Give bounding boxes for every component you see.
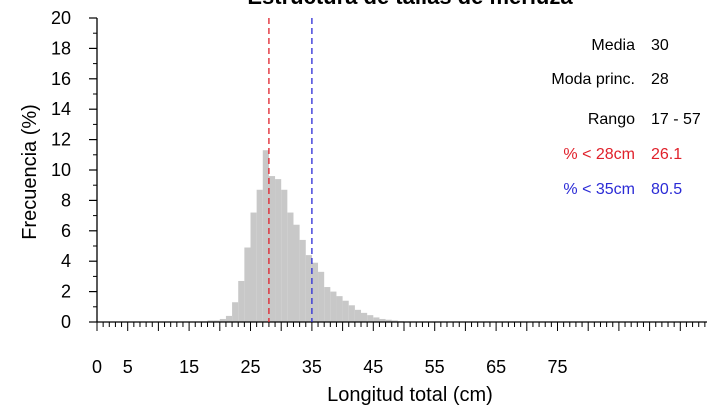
- stat-value: 30: [651, 37, 669, 54]
- stat-label: % < 28cm: [563, 146, 635, 163]
- histogram-bar: [225, 315, 233, 322]
- histogram-bar: [244, 247, 251, 322]
- histogram-bar: [391, 320, 398, 322]
- x-tick-label: 15: [179, 357, 199, 377]
- histogram-bar: [287, 212, 294, 322]
- histogram-bar: [219, 318, 226, 322]
- x-tick-label: 75: [547, 357, 567, 377]
- x-tick-label: 25: [240, 357, 260, 377]
- histogram-bar: [367, 315, 374, 322]
- histogram-bar: [354, 309, 362, 322]
- histogram-bar: [373, 317, 380, 322]
- histogram-bar: [238, 280, 245, 322]
- stat-value: 80.5: [651, 181, 682, 198]
- y-tick-label: 16: [51, 69, 71, 89]
- stat-value: 17 - 57: [651, 111, 701, 128]
- histogram-bar: [268, 176, 276, 322]
- y-tick-label: 4: [61, 251, 71, 271]
- y-tick-label: 14: [51, 99, 71, 119]
- x-tick-label: 0: [92, 357, 102, 377]
- x-tick-label: 45: [363, 357, 383, 377]
- y-tick-label: 12: [51, 130, 71, 150]
- y-tick-label: 2: [61, 282, 71, 302]
- stat-value: 26.1: [651, 146, 682, 163]
- stat-label: Rango: [588, 111, 635, 128]
- x-tick-label: 35: [302, 357, 322, 377]
- histogram-bar: [299, 239, 306, 322]
- y-tick-label: 10: [51, 160, 71, 180]
- histogram-bar: [385, 319, 392, 322]
- histogram-bar: [256, 189, 263, 322]
- histogram-bar: [262, 150, 269, 322]
- y-tick-label: 8: [61, 190, 71, 210]
- histogram-bar: [305, 255, 312, 322]
- y-tick-label: 20: [51, 8, 71, 28]
- histogram-bar: [250, 212, 257, 322]
- y-tick-label: 6: [61, 221, 71, 241]
- histogram-bar: [232, 302, 239, 322]
- histogram-bar: [379, 318, 386, 322]
- histogram-bar: [281, 189, 288, 322]
- histogram-bar: [330, 291, 337, 322]
- y-tick-label: 18: [51, 38, 71, 58]
- y-axis-label: Frecuencia (%): [19, 104, 41, 240]
- histogram-bar: [318, 271, 325, 322]
- x-tick-label: 65: [486, 357, 506, 377]
- histogram-bar: [361, 312, 368, 322]
- stat-label: % < 35cm: [563, 181, 635, 198]
- histogram-bar: [213, 320, 220, 322]
- chart-title: Estructura de tallas de merluza: [247, 0, 573, 9]
- histogram-bar: [342, 300, 349, 322]
- x-tick-label: 55: [425, 357, 445, 377]
- stat-value: 28: [651, 71, 669, 88]
- stat-label: Moda princ.: [551, 71, 635, 88]
- stat-label: Media: [591, 37, 635, 54]
- histogram-bar: [275, 179, 282, 322]
- histogram-bar: [293, 224, 300, 322]
- histogram-bar: [336, 296, 343, 322]
- histogram-bar: [348, 305, 355, 322]
- y-tick-label: 0: [61, 312, 71, 332]
- x-axis-label: Longitud total (cm): [327, 384, 493, 406]
- histogram-bar: [311, 262, 319, 322]
- histogram-bar: [324, 287, 331, 322]
- x-tick-label: 5: [123, 357, 133, 377]
- histogram-bar: [207, 320, 214, 322]
- plot-area: 0 2 4 6 8 10 12 14 16 18 20 0 5 15 25 35 45 55 65 75 Media 30…: [51, 8, 707, 377]
